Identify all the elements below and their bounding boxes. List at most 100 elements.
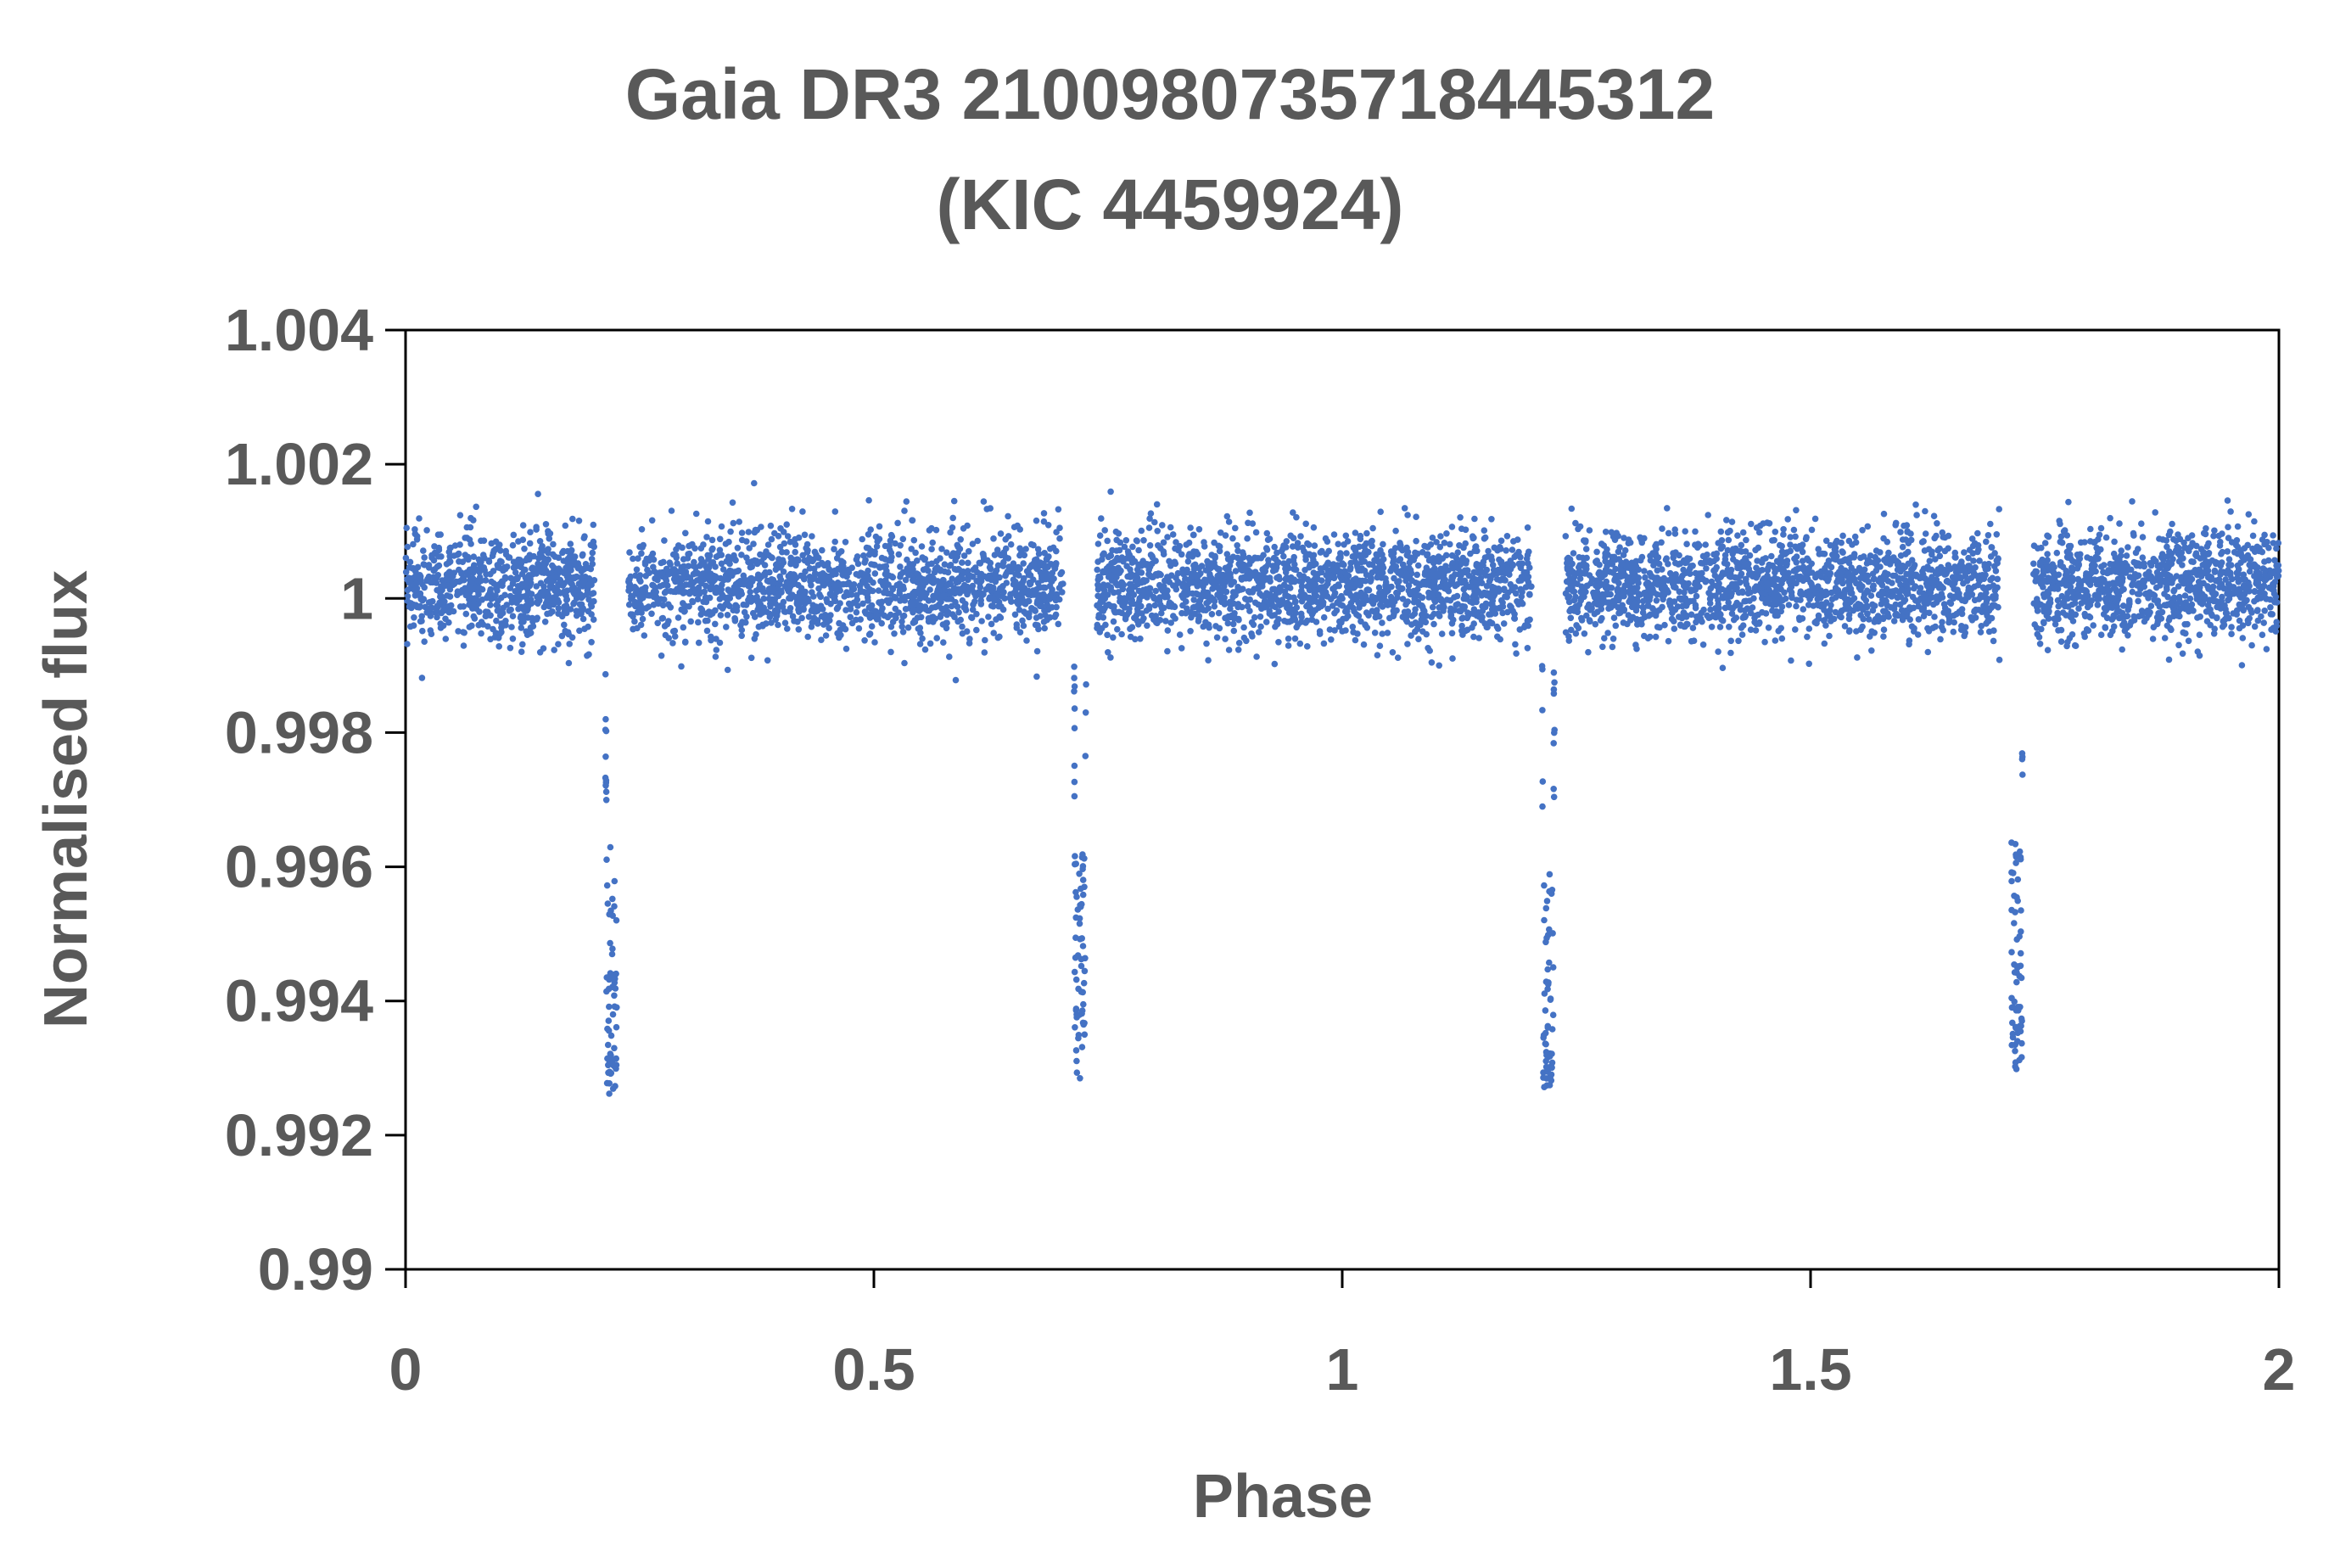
data-point (1429, 535, 1436, 541)
data-point (417, 596, 425, 602)
data-point (1832, 548, 1839, 555)
data-point (1800, 606, 1807, 613)
data-point (1787, 541, 1794, 548)
data-point (1379, 619, 1386, 626)
data-point (1362, 622, 1369, 629)
data-point (581, 533, 588, 540)
data-point (1156, 570, 1163, 578)
data-point (1132, 636, 1139, 643)
data-point (758, 558, 765, 565)
data-point (2030, 542, 2038, 549)
data-point (1343, 550, 1350, 557)
data-point (1609, 569, 1616, 576)
data-point (1932, 556, 1939, 563)
data-point (811, 569, 819, 577)
data-point (1791, 555, 1798, 563)
data-point (1458, 525, 1465, 532)
data-point (1995, 603, 2001, 611)
data-point (1937, 636, 1944, 643)
data-point (1727, 637, 1734, 645)
data-point (2057, 533, 2065, 540)
data-point (630, 625, 636, 633)
data-point (633, 566, 641, 574)
data-point (487, 602, 494, 608)
data-point (981, 649, 988, 656)
data-point (1094, 558, 1101, 565)
data-point (1990, 627, 1997, 634)
data-point (501, 574, 509, 581)
data-point (2211, 527, 2218, 535)
data-point (1772, 574, 1778, 582)
data-point (1252, 529, 1260, 536)
data-point (631, 602, 638, 608)
data-point (1850, 554, 1858, 561)
data-point (2057, 626, 2065, 634)
data-point (1833, 579, 1840, 585)
data-point (853, 616, 859, 624)
data-point (1194, 551, 1201, 557)
data-point (743, 538, 750, 545)
data-point (1500, 620, 1508, 627)
data-point (487, 570, 494, 578)
data-point (1721, 604, 1729, 612)
data-point (1030, 591, 1038, 598)
data-point (416, 515, 423, 522)
data-point (750, 540, 757, 547)
data-point (897, 563, 904, 570)
data-point (1936, 545, 1943, 552)
data-point (519, 522, 527, 529)
data-point (980, 498, 988, 505)
data-point (2067, 586, 2074, 594)
data-point (928, 546, 935, 552)
data-point (404, 543, 411, 551)
data-point (501, 563, 508, 571)
data-point (1913, 512, 1920, 518)
data-point (1379, 551, 1386, 558)
data-point (1930, 512, 1938, 519)
data-point (1768, 552, 1775, 560)
data-point (1814, 596, 1821, 602)
data-point (1342, 532, 1350, 540)
data-point (1524, 524, 1531, 531)
data-point (636, 594, 643, 601)
data-point (2069, 594, 2076, 602)
data-point (1486, 611, 1492, 618)
data-point (475, 556, 483, 563)
data-point (1755, 620, 1762, 627)
data-point (2249, 532, 2257, 540)
data-point (637, 621, 645, 629)
data-point (2259, 536, 2266, 543)
data-point (1339, 560, 1346, 567)
data-point (1862, 597, 1870, 604)
data-point (1788, 657, 1794, 664)
data-point (2269, 611, 2276, 618)
data-point (1263, 529, 1271, 537)
data-point (1659, 566, 1665, 573)
data-point (986, 594, 994, 601)
data-point (680, 624, 687, 631)
data-point (934, 563, 941, 571)
data-point (1864, 523, 1872, 530)
data-point (1262, 619, 1270, 625)
data-point (2152, 509, 2158, 516)
data-point (965, 559, 971, 567)
data-point (1297, 610, 1305, 618)
data-point (1840, 590, 1848, 597)
data-point (1212, 623, 1219, 630)
data-point (1512, 590, 1520, 597)
data-point (1183, 541, 1190, 548)
data-point (1310, 524, 1318, 531)
data-point (1470, 633, 1477, 641)
data-point (540, 645, 547, 652)
data-point (2092, 568, 2099, 575)
data-point (1305, 541, 1313, 548)
data-point (2158, 554, 2165, 561)
data-point (550, 540, 557, 548)
data-point (1599, 643, 1606, 651)
data-point (2228, 624, 2235, 630)
data-point (1593, 548, 1600, 556)
data-point (1936, 552, 1944, 560)
data-point (1873, 547, 1880, 554)
data-point (1871, 619, 1878, 625)
data-point (2107, 514, 2113, 522)
